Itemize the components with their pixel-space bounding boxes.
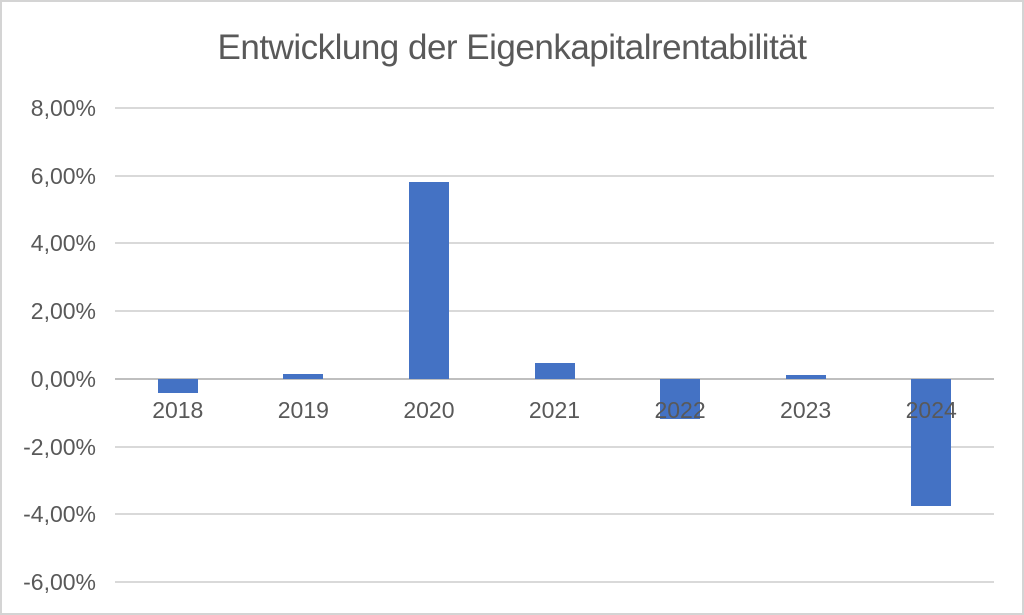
- bar-2020: [408, 181, 449, 379]
- y-gridline: [115, 310, 994, 313]
- x-axis-label-2020: 2020: [403, 397, 455, 423]
- y-gridline: [115, 581, 994, 584]
- bar-2018: [157, 378, 198, 394]
- x-axis-label-2023: 2023: [780, 397, 832, 423]
- bar-2022: [660, 378, 701, 419]
- y-axis-tick-label: 2,00%: [30, 298, 96, 325]
- y-axis-tick-label: 0,00%: [30, 365, 96, 392]
- x-axis-label-2022: 2022: [654, 397, 706, 423]
- chart-title: Entwicklung der Eigenkapitalrentabilität: [217, 28, 807, 67]
- x-axis-label-2021: 2021: [528, 397, 581, 423]
- y-gridline: [115, 242, 994, 245]
- bar-2019: [283, 374, 324, 379]
- y-axis-tick-label: -2,00%: [23, 433, 96, 460]
- y-axis-tick-label: 8,00%: [30, 95, 96, 121]
- y-axis-tick-label: -4,00%: [23, 501, 96, 528]
- y-axis-tick-label: -6,00%: [23, 569, 96, 596]
- y-gridline: [115, 513, 994, 516]
- y-axis-tick-label: 4,00%: [30, 230, 96, 257]
- y-gridline: [115, 107, 994, 109]
- bar-2023: [785, 375, 826, 379]
- y-gridline: [115, 174, 994, 177]
- x-axis-label-2019: 2019: [277, 397, 329, 423]
- y-axis-tick-label: 6,00%: [30, 162, 96, 189]
- bar-2021: [534, 362, 575, 379]
- x-axis-label-2024: 2024: [905, 397, 957, 423]
- x-axis-label-2018: 2018: [152, 397, 204, 423]
- y-gridline: [115, 445, 994, 448]
- bar-2024: [911, 378, 952, 506]
- x-axis-line: [115, 377, 994, 380]
